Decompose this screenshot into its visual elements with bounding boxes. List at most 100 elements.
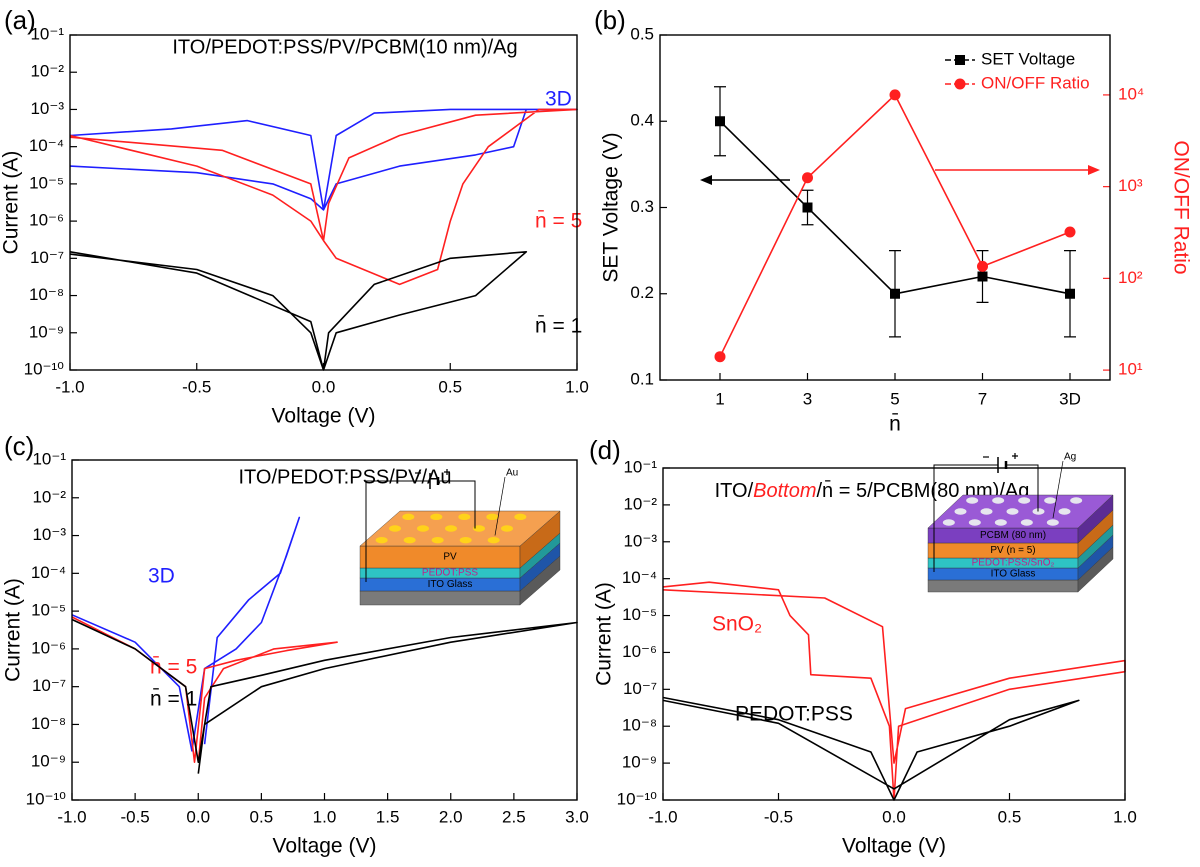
y-tick-label: 10⁻⁴ (31, 563, 66, 582)
electrode (460, 537, 472, 543)
plot-frame (70, 35, 577, 370)
series-line (70, 252, 526, 370)
legend-label: SET Voltage (981, 49, 1075, 68)
series-label: n̄ = 1 (535, 314, 582, 337)
electrode (417, 525, 429, 531)
electrode (432, 537, 444, 543)
x-tick-label: 0.0 (882, 807, 906, 826)
x-tick-label: 0.0 (312, 377, 336, 396)
inset-label: PCBM (80 nm) (980, 530, 1046, 541)
x-tick-label: -1.0 (55, 377, 84, 396)
x-tick-label: 1.0 (1113, 807, 1137, 826)
electrode (1059, 508, 1071, 514)
y-tick-label: 10⁻⁴ (29, 136, 64, 155)
y-tick-label: 10⁻⁵ (29, 173, 64, 192)
page: {"chart_data": [ {"type": "line", "panel… (0, 0, 1200, 867)
x-tick-label: -1.0 (648, 807, 677, 826)
series-line (663, 698, 1079, 801)
y-tick-label: 10⁻⁴ (622, 568, 657, 587)
electrode (992, 497, 1004, 503)
inset-label: ITO Glass (991, 569, 1036, 580)
layer-front (360, 546, 520, 568)
chart-title: ITO/PEDOT:PSS/PV/Au (238, 466, 451, 488)
y-tick-label: 10⁻⁷ (623, 679, 657, 698)
x-tick-label: 3D (1059, 389, 1081, 408)
y-tick-label: 10⁻¹ (623, 457, 657, 476)
inset-label: PV (443, 552, 457, 563)
x-axis-label: Voltage (V) (273, 835, 377, 858)
y-tick-label: 10⁻² (32, 487, 66, 506)
panel-label: (d) (589, 435, 621, 465)
inset-label: ITO Glass (428, 579, 473, 590)
y-tick-label: 10⁻⁹ (622, 753, 657, 772)
electrode (943, 519, 955, 525)
x-tick-label: -0.5 (764, 807, 793, 826)
y-tick-label: 10⁻¹⁰ (26, 789, 67, 808)
y-tick-label: 10⁻³ (30, 99, 64, 118)
y2-tick-label: 10¹ (1118, 360, 1143, 379)
series-label: n̄ = 5 (150, 655, 197, 678)
y-tick-label: 10⁻¹ (32, 449, 66, 468)
series-label: 3D (148, 565, 175, 588)
title-part: Bottom (753, 480, 816, 502)
y-axis-label: Current (A) (2, 578, 25, 682)
series-line (70, 109, 577, 284)
series-label: PEDOT:PSS (735, 703, 853, 726)
layer-front (928, 580, 1078, 592)
x-tick-label: -0.5 (120, 807, 149, 826)
x-tick-label: 5 (890, 389, 899, 408)
y-tick-label: 10⁻⁶ (29, 211, 64, 230)
y-tick-label: 10⁻⁸ (31, 714, 66, 733)
x-axis-label: Voltage (V) (272, 405, 376, 428)
inset-label: PEDOT:PSS (422, 568, 478, 579)
electrode (1018, 497, 1030, 503)
x-tick-label: -1.0 (57, 807, 86, 826)
x-tick-label: 1 (715, 389, 724, 408)
y-tick-label: 0.3 (630, 197, 654, 216)
panel: (c)10⁻¹⁰10⁻⁹10⁻⁸10⁻⁷10⁻⁶10⁻⁵10⁻⁴10⁻³10⁻²… (2, 431, 589, 858)
y-tick-label: 0.2 (630, 283, 654, 302)
y-tick-label: 10⁻¹⁰ (24, 359, 65, 378)
electrode (1047, 519, 1059, 525)
y-tick-label: 0.1 (630, 369, 654, 388)
y-tick-label: 10⁻⁹ (29, 322, 64, 341)
layer-front (360, 591, 520, 605)
figure: (a)10⁻¹⁰10⁻⁹10⁻⁸10⁻⁷10⁻⁶10⁻⁵10⁻⁴10⁻³10⁻²… (0, 0, 1200, 867)
y-tick-label: 0.5 (630, 24, 654, 43)
electrode (981, 508, 993, 514)
legend-marker (955, 55, 965, 65)
y-tick-label: 10⁻¹⁰ (617, 789, 658, 808)
x-tick-label: 3.0 (565, 807, 589, 826)
electrode (445, 525, 457, 531)
electrode (1007, 508, 1019, 514)
electrode (430, 514, 442, 520)
y-tick-label: 10⁻⁶ (31, 638, 66, 657)
battery-sign (1012, 453, 1018, 459)
electrode (376, 537, 388, 543)
marker (1065, 289, 1075, 299)
panel: (b)0.10.20.30.40.5SET Voltage (V)13573Dn… (594, 5, 1192, 436)
electrode (966, 497, 978, 503)
y-tick-label: 10⁻⁷ (32, 676, 66, 695)
electrode (514, 514, 526, 520)
y-tick-label: 10⁻⁹ (31, 752, 66, 771)
marker (802, 172, 813, 183)
marker (977, 261, 988, 272)
electrode (488, 537, 500, 543)
electrode (402, 514, 414, 520)
marker (715, 351, 726, 362)
electrode (486, 514, 498, 520)
arrow-head (700, 175, 712, 185)
x-tick-label: 0.5 (998, 807, 1022, 826)
arrow-head (1088, 165, 1100, 175)
marker (1065, 227, 1076, 238)
chart-title: ITO/PEDOT:PSS/PV/PCBM(10 nm)/Ag (172, 36, 517, 58)
series-line (72, 620, 577, 774)
x-tick-label: 1.5 (376, 807, 400, 826)
x-tick-label: 1.0 (565, 377, 589, 396)
y-tick-label: 0.4 (630, 111, 654, 130)
title-part: ITO/ (715, 480, 754, 502)
x-tick-label: -0.5 (182, 377, 211, 396)
series-label: SnO₂ (712, 613, 762, 636)
